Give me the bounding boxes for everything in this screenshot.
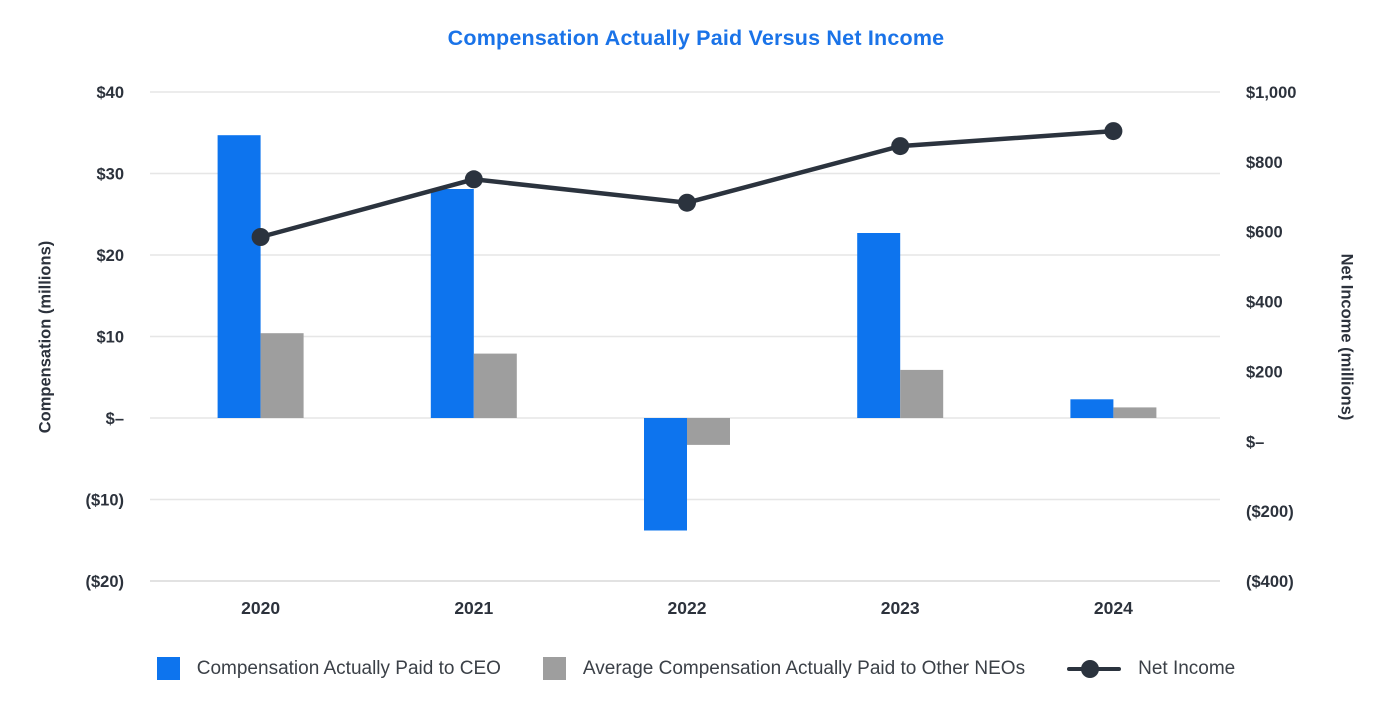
left-axis-tick: ($20) <box>85 573 124 591</box>
legend-item-net-income: Net Income <box>1067 658 1235 680</box>
x-axis-label: 2024 <box>1094 598 1133 618</box>
net-income-line-marker-icon <box>1067 659 1122 679</box>
net-income-point-2020 <box>251 228 270 246</box>
bar-other-neos-2021 <box>473 353 517 418</box>
left-axis-tick: ($10) <box>85 492 124 510</box>
legend-label-net-income: Net Income <box>1138 657 1236 679</box>
right-axis-tick: $200 <box>1246 363 1283 381</box>
right-axis-tick: $– <box>1246 433 1264 451</box>
right-axis-tick: $400 <box>1246 294 1283 312</box>
net-income-point-2024 <box>1104 122 1123 141</box>
legend-swatch-other-neos-icon <box>542 657 566 680</box>
right-axis-tick: $600 <box>1246 224 1283 242</box>
right-axis-tick: ($400) <box>1246 573 1294 591</box>
x-axis-label: 2022 <box>668 598 707 618</box>
legend-item-other-neos: Average Compensation Actually Paid to Ot… <box>542 657 1026 680</box>
bar-ceo-2022 <box>644 418 687 531</box>
legend-label-ceo: Compensation Actually Paid to CEO <box>196 657 501 679</box>
net-income-point-2022 <box>678 193 696 212</box>
bar-other-neos-2023 <box>900 369 944 418</box>
bar-ceo-2024 <box>1070 399 1114 418</box>
bar-other-neos-2022 <box>687 418 730 445</box>
legend-label-other-neos: Average Compensation Actually Paid to Ot… <box>582 657 1026 679</box>
left-axis-tick: $30 <box>96 166 124 184</box>
left-axis-tick: $40 <box>96 84 124 102</box>
bar-ceo-2023 <box>857 233 901 418</box>
net-income-point-2021 <box>464 170 483 189</box>
legend-item-ceo: Compensation Actually Paid to CEO <box>156 657 501 680</box>
left-axis-tick: $20 <box>96 247 124 265</box>
net-income-line <box>258 128 1116 240</box>
x-axis-label: 2020 <box>241 598 280 618</box>
bar-ceo-2020 <box>217 135 261 418</box>
legend-swatch-ceo-icon <box>156 657 180 680</box>
bar-other-neos-2020 <box>260 333 304 418</box>
x-axis-label: 2021 <box>454 598 493 618</box>
bar-ceo-2021 <box>430 189 474 418</box>
right-axis-tick: $800 <box>1246 154 1283 172</box>
legend: Compensation Actually Paid to CEO Averag… <box>0 657 1392 680</box>
left-axis-tick: $10 <box>96 329 124 347</box>
x-axis-label: 2023 <box>881 598 920 618</box>
net-income-point-2023 <box>891 137 910 156</box>
line-marker-dot <box>1081 659 1100 678</box>
bar-other-neos-2024 <box>1113 407 1157 418</box>
right-axis-tick: $1,000 <box>1246 84 1296 102</box>
right-axis-tick: ($200) <box>1246 503 1294 521</box>
chart-title: Compensation Actually Paid Versus Net In… <box>447 26 945 50</box>
left-axis-tick: $– <box>106 410 124 428</box>
